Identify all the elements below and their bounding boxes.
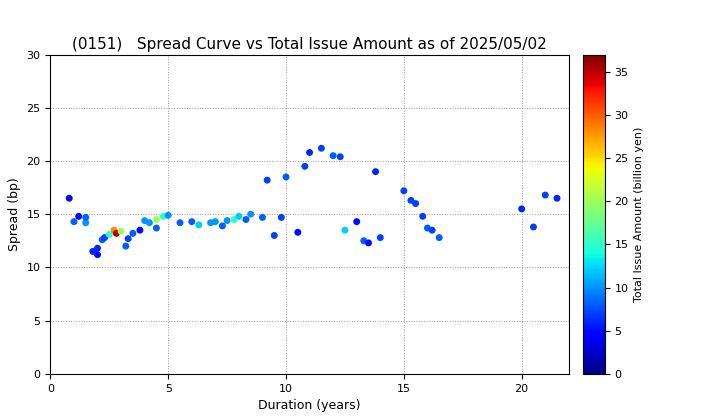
Point	[87, 248, 99, 255]
Point	[186, 218, 197, 225]
Point	[91, 251, 103, 258]
Point	[363, 239, 374, 246]
Point	[233, 213, 245, 220]
Point	[104, 231, 115, 238]
Point	[158, 213, 169, 220]
Point	[422, 225, 433, 231]
Point	[228, 216, 240, 223]
Point	[210, 218, 221, 225]
Point	[205, 219, 217, 226]
Point	[245, 211, 256, 218]
Point	[433, 234, 445, 241]
Point	[426, 227, 438, 234]
Point	[280, 173, 292, 180]
Point	[292, 229, 304, 236]
Point	[528, 223, 539, 230]
Point	[174, 219, 186, 226]
Y-axis label: Spread (bp): Spread (bp)	[8, 177, 21, 251]
Point	[91, 245, 103, 252]
Point	[328, 152, 339, 159]
Point	[115, 228, 127, 235]
Point	[370, 168, 382, 175]
Title: (0151)   Spread Curve vs Total Issue Amount as of 2025/05/02: (0151) Spread Curve vs Total Issue Amoun…	[72, 37, 547, 52]
Point	[120, 243, 132, 249]
Point	[276, 214, 287, 221]
Point	[139, 217, 150, 224]
Point	[143, 219, 155, 226]
Point	[150, 225, 162, 231]
Point	[410, 200, 421, 207]
Point	[63, 195, 75, 202]
Point	[240, 216, 252, 223]
Point	[417, 213, 428, 220]
Point	[351, 218, 362, 225]
Point	[516, 205, 528, 212]
Point	[163, 212, 174, 219]
Point	[539, 192, 551, 198]
Point	[221, 217, 233, 224]
Point	[111, 230, 122, 237]
Point	[315, 145, 327, 152]
Point	[122, 235, 134, 242]
Point	[257, 214, 269, 221]
Point	[358, 237, 369, 244]
Point	[108, 227, 120, 234]
Point	[374, 234, 386, 241]
Point	[552, 195, 563, 202]
Point	[68, 218, 80, 225]
Point	[335, 153, 346, 160]
Point	[405, 197, 417, 204]
Point	[99, 234, 110, 241]
Point	[261, 177, 273, 184]
Point	[150, 216, 162, 223]
Point	[398, 187, 410, 194]
Point	[299, 163, 310, 170]
Point	[80, 219, 91, 226]
X-axis label: Duration (years): Duration (years)	[258, 399, 361, 412]
Point	[193, 221, 204, 228]
Point	[96, 236, 108, 243]
Point	[339, 227, 351, 234]
Point	[217, 223, 228, 229]
Point	[80, 214, 91, 221]
Y-axis label: Total Issue Amount (billion yen): Total Issue Amount (billion yen)	[634, 126, 644, 302]
Point	[127, 230, 139, 237]
Point	[269, 232, 280, 239]
Point	[134, 227, 145, 234]
Point	[304, 149, 315, 156]
Point	[73, 213, 84, 220]
